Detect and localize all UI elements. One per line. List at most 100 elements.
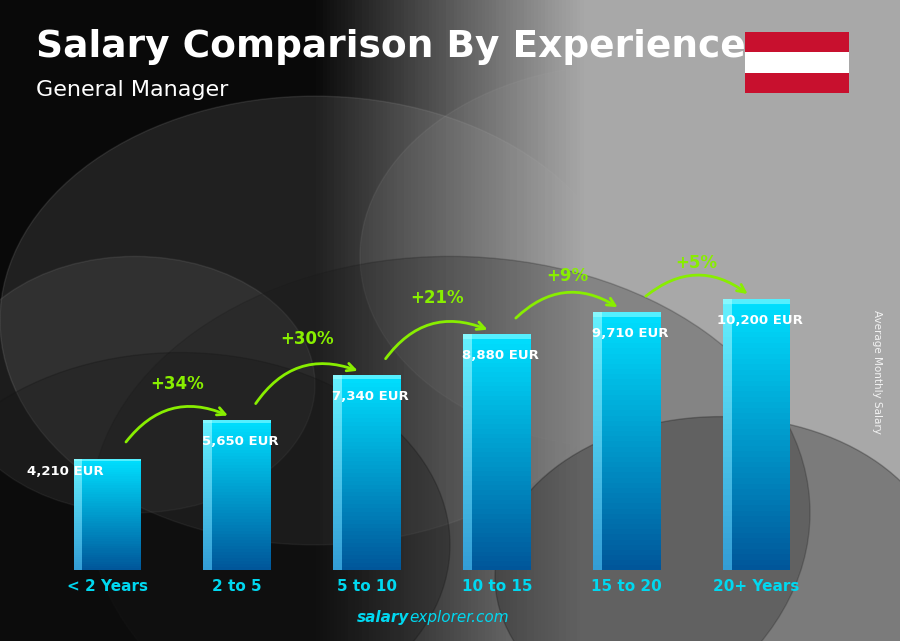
Bar bbox=[74, 533, 141, 535]
Bar bbox=[723, 554, 790, 560]
Bar bbox=[464, 372, 531, 377]
Bar bbox=[203, 526, 271, 528]
Bar bbox=[333, 535, 400, 539]
Bar bbox=[74, 465, 83, 467]
Bar bbox=[723, 522, 732, 527]
Bar bbox=[723, 403, 732, 408]
Bar bbox=[464, 433, 531, 438]
Bar bbox=[333, 481, 342, 485]
Bar bbox=[203, 420, 271, 423]
Bar bbox=[593, 467, 602, 472]
Bar bbox=[74, 461, 141, 463]
Bar bbox=[203, 504, 212, 508]
Bar bbox=[464, 552, 531, 556]
Bar bbox=[74, 546, 141, 548]
Bar bbox=[593, 328, 602, 333]
Bar bbox=[464, 429, 472, 433]
Bar bbox=[593, 344, 661, 349]
Bar bbox=[464, 387, 531, 391]
Bar bbox=[74, 517, 141, 519]
Bar bbox=[333, 406, 342, 410]
Bar bbox=[593, 369, 661, 374]
Bar bbox=[203, 441, 271, 444]
Bar bbox=[593, 354, 661, 359]
Bar bbox=[723, 424, 790, 429]
Bar bbox=[593, 519, 602, 524]
Bar bbox=[723, 478, 732, 484]
Bar bbox=[203, 456, 212, 460]
Bar bbox=[593, 565, 661, 570]
Bar bbox=[333, 508, 400, 512]
Bar bbox=[333, 376, 342, 379]
Bar bbox=[203, 544, 212, 547]
Bar bbox=[723, 527, 732, 533]
Bar bbox=[74, 535, 83, 537]
Bar bbox=[74, 521, 83, 524]
Bar bbox=[464, 415, 531, 419]
Bar bbox=[723, 544, 732, 549]
Bar bbox=[74, 528, 83, 530]
Bar bbox=[203, 501, 271, 504]
Bar bbox=[74, 562, 141, 564]
Bar bbox=[723, 299, 790, 304]
Bar bbox=[464, 556, 472, 561]
Bar bbox=[203, 453, 212, 456]
Bar bbox=[593, 431, 602, 437]
Bar bbox=[464, 335, 531, 339]
Text: 7,340 EUR: 7,340 EUR bbox=[332, 390, 409, 403]
Bar bbox=[333, 543, 342, 547]
Bar bbox=[723, 370, 790, 375]
Bar bbox=[593, 344, 602, 349]
Bar bbox=[593, 545, 602, 550]
Bar bbox=[333, 410, 400, 414]
Bar bbox=[203, 478, 271, 480]
Bar bbox=[593, 447, 661, 452]
Bar bbox=[203, 429, 271, 432]
Bar bbox=[464, 490, 472, 495]
Bar bbox=[464, 349, 472, 353]
Bar bbox=[74, 488, 141, 490]
Bar bbox=[464, 509, 531, 514]
Bar bbox=[203, 495, 271, 499]
Bar bbox=[333, 488, 342, 492]
Bar bbox=[333, 457, 400, 461]
Bar bbox=[203, 537, 212, 540]
Bar bbox=[723, 560, 732, 565]
Bar bbox=[333, 399, 342, 403]
Bar bbox=[333, 555, 342, 559]
Bar bbox=[203, 432, 212, 435]
Bar bbox=[203, 540, 271, 544]
Bar bbox=[333, 426, 400, 430]
Bar bbox=[203, 460, 271, 462]
Bar bbox=[723, 538, 732, 544]
Bar bbox=[464, 495, 531, 499]
Bar bbox=[593, 359, 602, 364]
Bar bbox=[203, 420, 212, 423]
Bar bbox=[723, 315, 790, 321]
Bar bbox=[723, 392, 790, 397]
Bar bbox=[203, 483, 212, 487]
Bar bbox=[723, 505, 732, 511]
Bar bbox=[464, 429, 531, 433]
Bar bbox=[333, 539, 400, 543]
Bar bbox=[333, 383, 400, 387]
Bar bbox=[723, 337, 790, 343]
Bar bbox=[333, 496, 342, 500]
Bar bbox=[464, 424, 472, 429]
Bar bbox=[464, 504, 472, 509]
Bar bbox=[203, 438, 271, 441]
Bar bbox=[723, 544, 790, 549]
Bar bbox=[333, 473, 400, 477]
Bar bbox=[593, 478, 661, 483]
Bar bbox=[723, 495, 732, 500]
Bar bbox=[74, 515, 83, 517]
Bar bbox=[333, 449, 400, 453]
Bar bbox=[593, 431, 661, 437]
Bar bbox=[203, 517, 271, 519]
Bar bbox=[333, 559, 400, 563]
Bar bbox=[723, 462, 790, 467]
Bar bbox=[74, 492, 141, 494]
Bar bbox=[74, 474, 83, 476]
Bar bbox=[723, 565, 790, 570]
Bar bbox=[74, 501, 83, 503]
